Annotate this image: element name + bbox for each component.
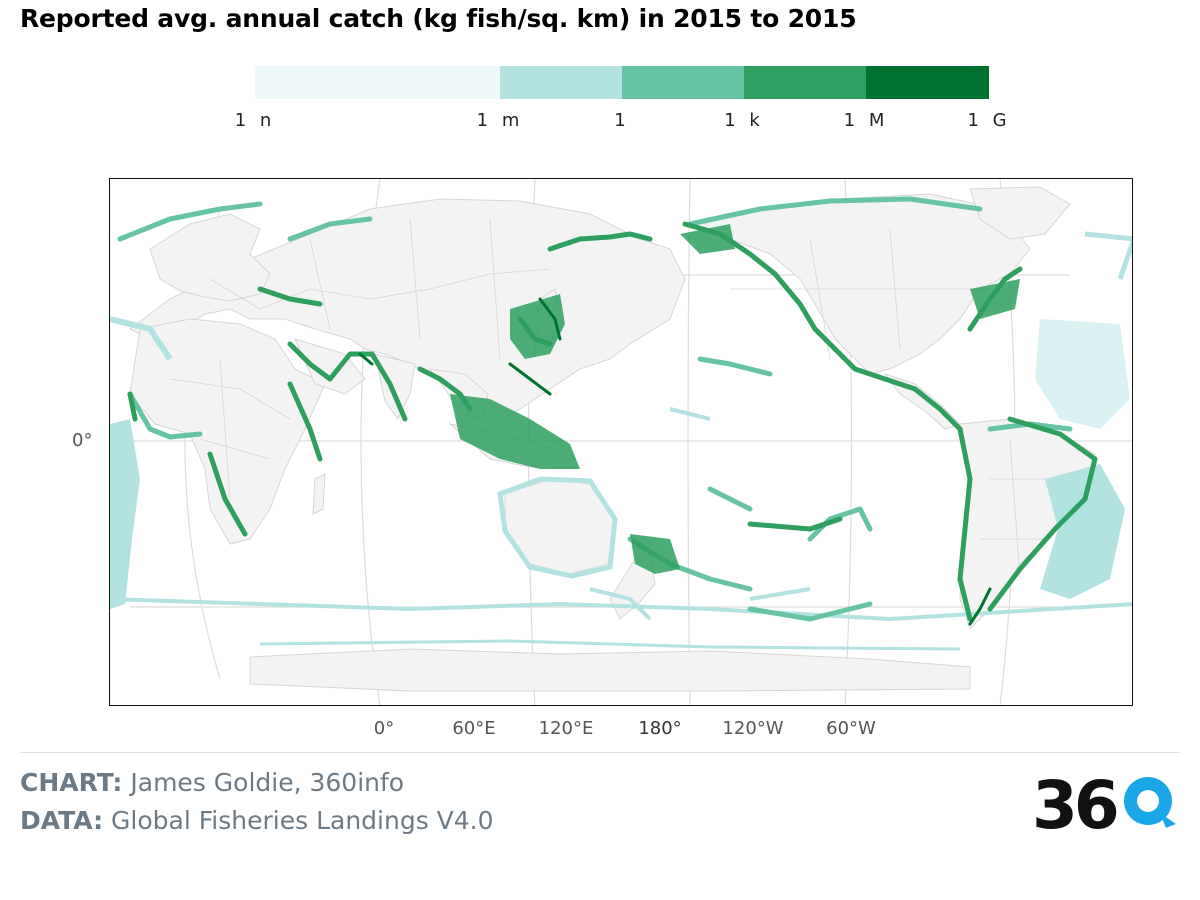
chart-credit-label: CHART: <box>20 768 123 797</box>
logo-digits: 36 <box>1032 768 1117 836</box>
world-map <box>109 178 1133 706</box>
footer-divider <box>20 752 1180 753</box>
data-credit-label: DATA: <box>20 806 104 835</box>
color-legend: 1 n 1 m 1 1 k 1 M 1 G <box>235 66 1007 136</box>
greenland-landmass <box>969 186 1071 240</box>
map-canvas <box>110 179 1132 705</box>
legend-tick-label: 1 <box>614 110 630 131</box>
legend-tick-label: 1 n <box>234 110 276 131</box>
north-america-landmass <box>683 193 1031 375</box>
chart-credit: CHART: James Goldie, 360info <box>20 768 404 797</box>
longitude-label: 180° <box>638 718 682 739</box>
refresh-arrow-icon <box>1160 813 1176 828</box>
legend-tick-label: 1 k <box>724 110 764 131</box>
catch-low <box>110 231 1132 651</box>
longitude-label: 60°E <box>452 718 496 739</box>
data-credit-value: Global Fisheries Landings V4.0 <box>111 806 494 835</box>
legend-swatch <box>500 66 622 99</box>
catch-highest <box>358 297 992 626</box>
chart-title: Reported avg. annual catch (kg fish/sq. … <box>20 4 857 33</box>
legend-color-bar <box>255 66 989 99</box>
catch-high <box>127 221 1098 622</box>
europe-landmass <box>149 213 271 302</box>
360info-logo: 36 <box>1032 768 1176 836</box>
land-masses <box>129 186 1096 692</box>
legend-swatch <box>622 66 744 99</box>
eurasia-landmass <box>129 198 686 425</box>
longitude-label: 120°W <box>722 718 784 739</box>
longitude-label: 60°W <box>826 718 876 739</box>
africa-landmass <box>129 318 326 545</box>
data-credit: DATA: Global Fisheries Landings V4.0 <box>20 806 494 835</box>
antarctica-landmass <box>249 648 971 692</box>
longitude-label: 120°E <box>538 718 594 739</box>
latitude-label-equator: 0° <box>72 430 93 451</box>
longitude-label: 0° <box>373 718 395 739</box>
catch-high-areas <box>450 224 1020 574</box>
legend-tick-label: 1 G <box>967 110 1011 131</box>
legend-swatch <box>255 66 500 99</box>
legend-swatch <box>744 66 866 99</box>
chart-credit-value: James Goldie, 360info <box>130 768 405 797</box>
legend-swatch <box>866 66 989 99</box>
legend-tick-label: 1 m <box>476 110 524 131</box>
madagascar-landmass <box>312 473 326 515</box>
india-landmass <box>374 353 416 420</box>
legend-tick-label: 1 M <box>843 110 889 131</box>
arabia-landmass <box>294 338 366 395</box>
